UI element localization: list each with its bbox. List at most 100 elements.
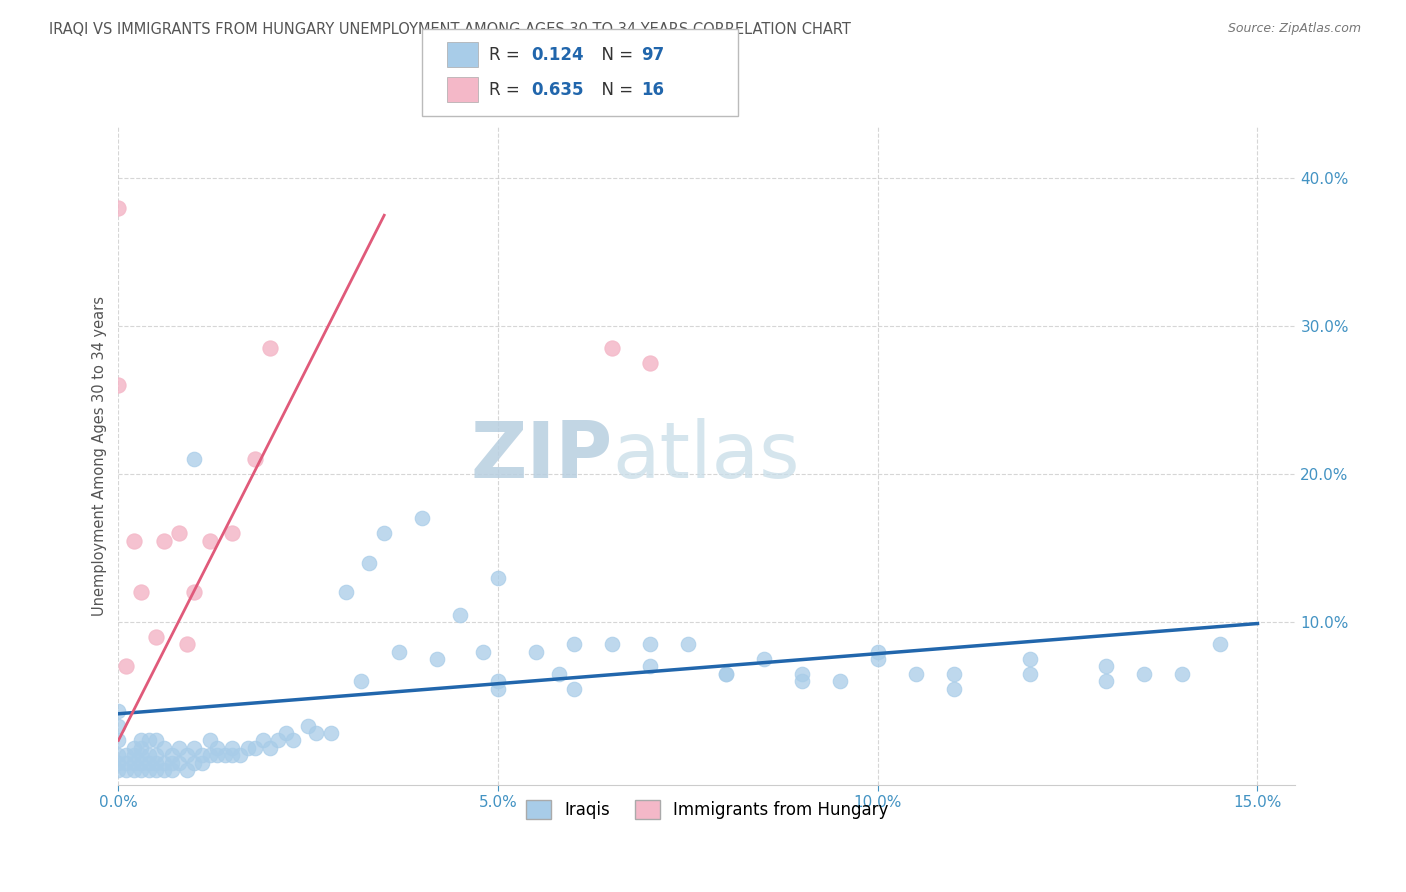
Point xyxy=(486,681,509,696)
Point xyxy=(297,718,319,732)
Point xyxy=(129,585,152,599)
Point xyxy=(486,674,509,689)
Point xyxy=(107,201,129,215)
Point xyxy=(183,756,205,770)
Point xyxy=(107,704,129,718)
Point xyxy=(252,733,274,747)
Point xyxy=(357,556,380,570)
Point xyxy=(183,585,205,599)
Point xyxy=(259,342,281,356)
Point xyxy=(547,666,569,681)
Point xyxy=(267,733,290,747)
Point xyxy=(236,740,259,755)
Point xyxy=(129,763,152,777)
Point xyxy=(191,748,214,763)
Point xyxy=(942,666,965,681)
Point xyxy=(183,740,205,755)
Point xyxy=(138,748,160,763)
Point xyxy=(107,378,129,392)
Point xyxy=(107,756,129,770)
Point xyxy=(122,740,145,755)
Point xyxy=(153,763,176,777)
Point xyxy=(122,756,145,770)
Point xyxy=(183,452,205,467)
Point xyxy=(676,637,699,651)
Point xyxy=(160,748,183,763)
Point xyxy=(243,740,266,755)
Point xyxy=(904,666,927,681)
Point xyxy=(145,748,167,763)
Point xyxy=(205,740,228,755)
Point xyxy=(350,674,373,689)
Point xyxy=(176,637,198,651)
Point xyxy=(138,756,160,770)
Point xyxy=(562,637,585,651)
Point xyxy=(176,763,198,777)
Point xyxy=(205,748,228,763)
Point xyxy=(129,740,152,755)
Point xyxy=(115,659,138,673)
Point xyxy=(714,666,737,681)
Point xyxy=(221,740,243,755)
Point xyxy=(1170,666,1192,681)
Point xyxy=(828,674,851,689)
Text: R =: R = xyxy=(489,46,526,64)
Y-axis label: Unemployment Among Ages 30 to 34 years: Unemployment Among Ages 30 to 34 years xyxy=(93,295,107,615)
Point xyxy=(198,748,221,763)
Point xyxy=(638,637,661,651)
Point xyxy=(562,681,585,696)
Point xyxy=(229,748,252,763)
Point xyxy=(600,637,623,651)
Text: R =: R = xyxy=(489,80,526,98)
Point xyxy=(145,763,167,777)
Point xyxy=(167,756,190,770)
Point xyxy=(790,674,813,689)
Point xyxy=(243,452,266,467)
Point xyxy=(449,607,471,622)
Point xyxy=(221,748,243,763)
Point xyxy=(259,740,281,755)
Point xyxy=(115,763,138,777)
Point xyxy=(221,526,243,541)
Text: ZIP: ZIP xyxy=(471,417,613,493)
Point xyxy=(1018,652,1040,666)
Point xyxy=(107,763,129,777)
Point xyxy=(198,733,221,747)
Point xyxy=(1094,659,1116,673)
Point xyxy=(122,748,145,763)
Point xyxy=(107,748,129,763)
Point xyxy=(160,763,183,777)
Point xyxy=(138,733,160,747)
Point xyxy=(426,652,449,666)
Point xyxy=(153,756,176,770)
Point xyxy=(129,748,152,763)
Point xyxy=(145,756,167,770)
Point xyxy=(122,533,145,548)
Point xyxy=(145,630,167,644)
Point xyxy=(319,726,342,740)
Point xyxy=(1094,674,1116,689)
Point xyxy=(752,652,775,666)
Point xyxy=(122,763,145,777)
Point xyxy=(942,681,965,696)
Text: atlas: atlas xyxy=(613,417,800,493)
Point xyxy=(1132,666,1154,681)
Text: N =: N = xyxy=(591,46,638,64)
Point xyxy=(167,740,190,755)
Point xyxy=(176,748,198,763)
Point xyxy=(115,756,138,770)
Point xyxy=(373,526,395,541)
Point xyxy=(153,740,176,755)
Point xyxy=(411,511,433,525)
Text: 97: 97 xyxy=(641,46,665,64)
Text: N =: N = xyxy=(591,80,638,98)
Point xyxy=(1208,637,1230,651)
Text: IRAQI VS IMMIGRANTS FROM HUNGARY UNEMPLOYMENT AMONG AGES 30 TO 34 YEARS CORRELAT: IRAQI VS IMMIGRANTS FROM HUNGARY UNEMPLO… xyxy=(49,22,851,37)
Point xyxy=(388,645,411,659)
Point xyxy=(153,533,176,548)
Point xyxy=(471,645,494,659)
Point xyxy=(790,666,813,681)
Text: Source: ZipAtlas.com: Source: ZipAtlas.com xyxy=(1227,22,1361,36)
Point xyxy=(138,763,160,777)
Point xyxy=(167,526,190,541)
